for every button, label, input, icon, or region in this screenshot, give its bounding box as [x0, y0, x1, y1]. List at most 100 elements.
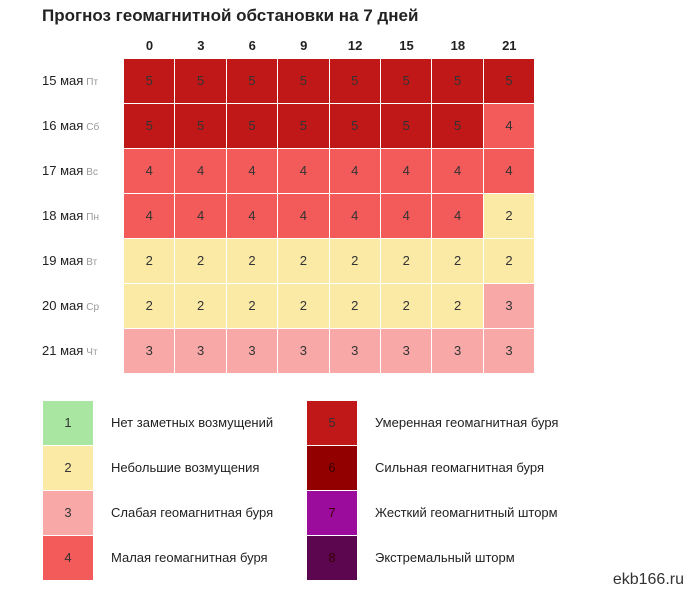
hour-label: 0: [145, 38, 154, 53]
forecast-cell: 4: [278, 194, 329, 238]
forecast-cell: 4: [381, 194, 432, 238]
day-date: 18 мая: [42, 208, 84, 223]
forecast-cell: 3: [329, 329, 380, 373]
day-weekday: Вт: [86, 257, 98, 268]
forecast-cell: 5: [432, 59, 483, 103]
forecast-cell: 4: [175, 194, 226, 238]
forecast-cell: 5: [381, 59, 432, 103]
hour-label: 18: [450, 38, 466, 53]
legend-swatch: 4: [43, 536, 93, 580]
forecast-cell: 5: [278, 104, 329, 148]
day-weekday: Вс: [86, 167, 98, 178]
forecast-cell: 5: [226, 59, 278, 103]
forecast-cell: 2: [278, 239, 329, 283]
legend-swatch: 6: [307, 446, 357, 490]
forecast-cell: 3: [175, 329, 226, 373]
forecast-cell: 2: [381, 284, 432, 328]
forecast-cell: 4: [329, 194, 380, 238]
forecast-cell: 2: [226, 284, 278, 328]
legend-label: Слабая геомагнитная буря: [111, 505, 274, 520]
forecast-cell: 5: [226, 104, 278, 148]
forecast-cell: 2: [381, 239, 432, 283]
legend-swatch: 8: [307, 536, 357, 580]
forecast-cell: 5: [124, 104, 175, 148]
forecast-cell: 4: [483, 149, 535, 193]
forecast-cell: 5: [329, 59, 380, 103]
forecast-cell: 5: [329, 104, 380, 148]
forecast-cell: 3: [483, 329, 535, 373]
forecast-cell: 2: [175, 284, 226, 328]
day-label: 18 мая Пн: [42, 194, 99, 238]
forecast-cell: 5: [381, 104, 432, 148]
day-label: 15 мая Пт: [42, 59, 98, 103]
legend-swatch: 5: [307, 401, 357, 445]
day-date: 16 мая: [42, 118, 84, 133]
forecast-cell: 4: [432, 194, 483, 238]
forecast-cell: 5: [175, 59, 226, 103]
legend-label: Небольшие возмущения: [111, 460, 260, 475]
day-date: 17 мая: [42, 163, 84, 178]
day-weekday: Пн: [86, 212, 99, 223]
forecast-cell: 4: [226, 149, 278, 193]
forecast-cell: 4: [329, 149, 380, 193]
legend-label: Сильная геомагнитная буря: [375, 460, 544, 475]
legend-label: Жесткий геомагнитный шторм: [375, 505, 558, 520]
hour-label: 3: [197, 38, 205, 53]
legend-swatch: 1: [43, 401, 93, 445]
hour-label: 15: [399, 38, 414, 53]
forecast-cell: 4: [124, 149, 175, 193]
forecast-cell: 4: [432, 149, 483, 193]
legend-label: Умеренная геомагнитная буря: [375, 415, 559, 430]
forecast-cell: 4: [124, 194, 175, 238]
forecast-cell: 2: [278, 284, 329, 328]
forecast-cell: 3: [124, 329, 175, 373]
forecast-cell: 2: [175, 239, 226, 283]
day-weekday: Чт: [86, 347, 98, 358]
day-date: 20 мая: [42, 298, 84, 313]
forecast-cell: 3: [226, 329, 278, 373]
forecast-cell: 3: [432, 329, 483, 373]
forecast-cell: 2: [124, 284, 175, 328]
forecast-cell: 4: [278, 149, 329, 193]
forecast-cell: 5: [483, 59, 535, 103]
day-date: 19 мая: [42, 253, 84, 268]
forecast-cell: 2: [329, 284, 380, 328]
forecast-cell: 2: [124, 239, 175, 283]
legend-swatch: 7: [307, 491, 357, 535]
day-date: 15 мая: [42, 73, 84, 88]
day-date: 21 мая: [42, 343, 84, 358]
day-weekday: Ср: [86, 302, 100, 313]
day-label: 20 мая Ср: [42, 284, 99, 328]
forecast-cell: 3: [278, 329, 329, 373]
hour-label: 9: [300, 38, 308, 53]
forecast-cell: 2: [483, 239, 535, 283]
forecast-cell: 2: [432, 239, 483, 283]
day-label: 17 мая Вс: [42, 149, 98, 193]
forecast-cell: 4: [175, 149, 226, 193]
day-weekday: Сб: [86, 122, 100, 133]
legend-swatch: 2: [43, 446, 93, 490]
forecast-cell: 3: [483, 284, 535, 328]
day-label: 21 мая Чт: [42, 329, 98, 373]
forecast-cell: 5: [278, 59, 329, 103]
forecast-cell: 2: [483, 194, 535, 238]
forecast-cell: 2: [329, 239, 380, 283]
forecast-cell: 5: [175, 104, 226, 148]
forecast-cell: 4: [381, 149, 432, 193]
legend-label: Малая геомагнитная буря: [111, 550, 268, 565]
day-label: 19 мая Вт: [42, 239, 97, 283]
forecast-cell: 5: [124, 59, 175, 103]
legend-label: Нет заметных возмущений: [111, 415, 274, 430]
forecast-cell: 5: [432, 104, 483, 148]
legend-swatch: 3: [43, 491, 93, 535]
day-weekday: Пт: [86, 77, 99, 88]
forecast-cell: 2: [432, 284, 483, 328]
day-label: 16 мая Сб: [42, 104, 99, 148]
forecast-cell: 3: [381, 329, 432, 373]
legend-label: Экстремальный шторм: [375, 550, 515, 565]
site-watermark: ekb166.ru: [612, 571, 684, 588]
forecast-cell: 2: [226, 239, 278, 283]
hour-label: 12: [347, 38, 363, 53]
forecast-cell: 4: [226, 194, 278, 238]
hour-label: 21: [502, 38, 517, 53]
